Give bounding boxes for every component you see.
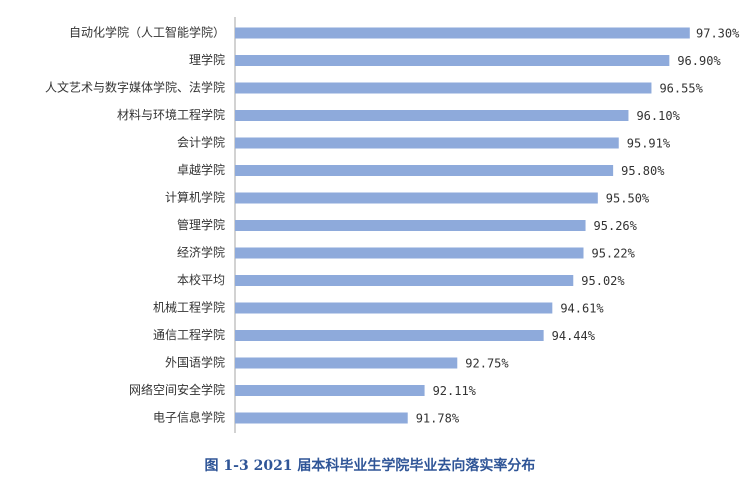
category-label: 网络空间安全学院	[129, 382, 225, 397]
category-label: 机械工程学院	[153, 300, 225, 315]
bar	[235, 412, 408, 424]
value-label: 97.30%	[696, 27, 740, 41]
bar	[235, 110, 629, 121]
category-label: 通信工程学院	[153, 327, 225, 342]
bar	[235, 357, 458, 369]
category-label: 卓越学院	[177, 162, 225, 177]
value-label: 94.61%	[560, 302, 604, 316]
category-label: 材料与环境工程学院	[117, 107, 225, 122]
value-label: 94.44%	[552, 329, 596, 343]
bar	[235, 385, 425, 396]
bar	[235, 165, 614, 176]
value-label: 96.90%	[677, 54, 721, 68]
chart-title: 图 1-3 2021 届本科毕业生学院毕业去向落实率分布	[205, 457, 536, 474]
bar	[235, 27, 690, 39]
category-label: 人文艺术与数字媒体学院、法学院	[45, 80, 225, 95]
category-label: 会计学院	[177, 135, 225, 150]
category-label: 本校平均	[177, 272, 225, 287]
value-label: 95.91%	[627, 137, 671, 151]
value-label: 96.55%	[659, 82, 703, 96]
value-label: 95.80%	[621, 164, 665, 178]
bar	[235, 275, 574, 286]
category-label: 计算机学院	[165, 190, 225, 205]
category-label: 经济学院	[177, 245, 225, 260]
value-label: 95.02%	[581, 274, 625, 288]
bar	[235, 247, 584, 259]
value-label: 96.10%	[636, 109, 680, 123]
value-label: 91.78%	[416, 412, 460, 426]
category-label: 自动化学院（人工智能学院）	[69, 25, 225, 40]
bar	[235, 330, 544, 341]
bar	[235, 55, 670, 66]
category-label: 管理学院	[177, 217, 225, 232]
bar	[235, 82, 652, 94]
category-label: 电子信息学院	[153, 410, 225, 425]
value-label: 95.26%	[594, 219, 638, 233]
value-label: 92.11%	[433, 384, 477, 398]
category-label: 理学院	[189, 52, 225, 67]
value-label: 95.22%	[591, 247, 635, 261]
value-label: 95.50%	[606, 192, 650, 206]
bar	[235, 137, 619, 149]
value-label: 92.75%	[465, 357, 509, 371]
category-label: 外国语学院	[165, 355, 225, 370]
bar	[235, 302, 553, 314]
bar	[235, 192, 598, 204]
bar	[235, 220, 586, 231]
